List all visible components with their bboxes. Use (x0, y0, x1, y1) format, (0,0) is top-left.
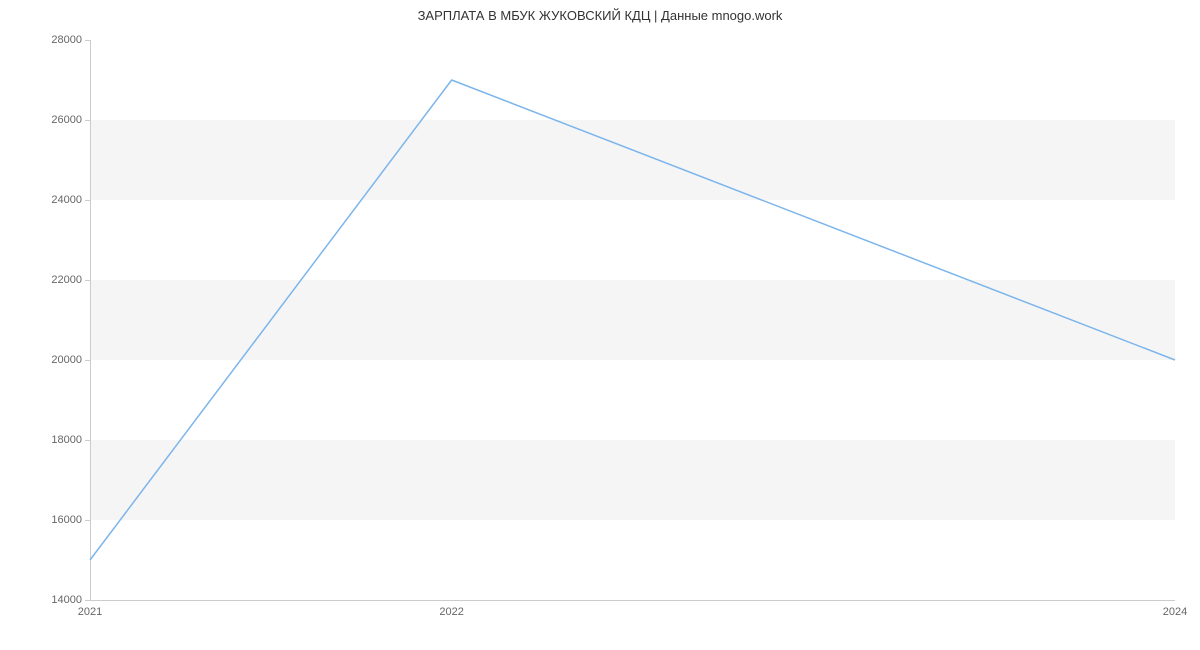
x-axis-line (90, 600, 1175, 601)
y-tick-label: 18000 (51, 434, 82, 446)
x-tick-label: 2022 (439, 606, 463, 618)
line-series-layer (90, 40, 1175, 600)
x-tick-label: 2024 (1163, 606, 1187, 618)
series-line-salary (90, 80, 1175, 560)
y-tick-label: 20000 (51, 354, 82, 366)
y-tick-label: 16000 (51, 514, 82, 526)
chart-title: ЗАРПЛАТА В МБУК ЖУКОВСКИЙ КДЦ | Данные m… (0, 8, 1200, 23)
y-tick-label: 24000 (51, 194, 82, 206)
y-tick-label: 22000 (51, 274, 82, 286)
y-tick-mark (85, 600, 90, 601)
y-tick-label: 14000 (51, 594, 82, 606)
salary-line-chart: ЗАРПЛАТА В МБУК ЖУКОВСКИЙ КДЦ | Данные m… (0, 0, 1200, 650)
y-tick-label: 28000 (51, 34, 82, 46)
plot-area: 1400016000180002000022000240002600028000… (90, 40, 1175, 600)
x-tick-label: 2021 (78, 606, 102, 618)
y-tick-label: 26000 (51, 114, 82, 126)
